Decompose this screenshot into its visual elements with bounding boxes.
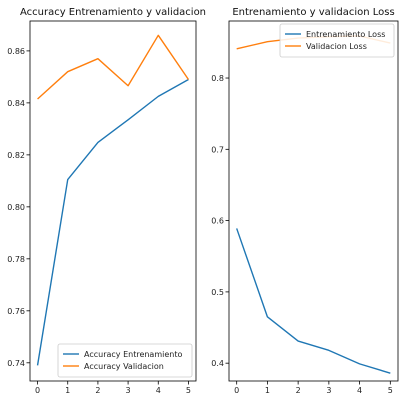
y-tick-label: 0.82 xyxy=(7,151,25,160)
series-line-accuracy-entrenamiento xyxy=(36,78,189,366)
x-tick-label: 1 xyxy=(265,386,270,395)
legend-label-accuracy-entrenamiento: Accuracy Entrenamiento xyxy=(84,350,182,359)
y-tick-label: 0.6 xyxy=(211,217,224,226)
accuracy-chart: Accuracy Entrenamiento y validacion 0 1 2 3 4… xyxy=(7,7,206,395)
y-tick-label: 0.78 xyxy=(7,255,25,264)
legend-label-entrenamiento-loss: Entrenamiento Loss xyxy=(306,30,385,39)
y-tick-label: 0.8 xyxy=(211,74,224,83)
legend-label-validacion-loss: Validacion Loss xyxy=(306,42,367,51)
x-tick-label: 3 xyxy=(326,386,331,395)
legend: Entrenamiento Loss Validacion Loss xyxy=(279,23,395,58)
x-tick-label: 0 xyxy=(35,386,40,395)
legend: Accuracy Entrenamiento Accuracy Validacio… xyxy=(57,343,193,378)
plot-frame xyxy=(29,20,197,382)
plot-frame xyxy=(228,20,399,382)
loss-chart: Entrenamiento y validacion Loss 0 1 2 3 4 5 0.4… xyxy=(211,7,399,395)
chart-title: Accuracy Entrenamiento y validacion xyxy=(20,7,206,18)
x-tick-label: 4 xyxy=(156,386,161,395)
legend-label-accuracy-validacion: Accuracy Validacion xyxy=(84,362,164,371)
legend-box xyxy=(57,343,193,378)
x-tick-label: 0 xyxy=(234,386,239,395)
x-tick-label: 3 xyxy=(126,386,131,395)
legend-box xyxy=(279,23,395,58)
x-tick-label: 2 xyxy=(95,386,100,395)
y-tick-label: 0.76 xyxy=(7,307,25,316)
series-line-accuracy-validacion xyxy=(37,34,190,100)
x-tick-label: 5 xyxy=(186,386,191,395)
series-line-entrenamiento-loss xyxy=(236,228,391,374)
y-tick-label: 0.80 xyxy=(7,203,25,212)
y-tick-label: 0.86 xyxy=(7,47,25,56)
y-tick-label: 0.5 xyxy=(211,288,224,297)
y-tick-label: 0.74 xyxy=(7,359,25,368)
x-tick-label: 2 xyxy=(296,386,301,395)
y-tick-label: 0.84 xyxy=(7,99,25,108)
y-tick-label: 0.7 xyxy=(211,145,224,154)
x-tick-label: 5 xyxy=(388,386,393,395)
x-tick-label: 4 xyxy=(357,386,362,395)
chart-title: Entrenamiento y validacion Loss xyxy=(232,7,394,18)
y-tick-label: 0.4 xyxy=(211,359,224,368)
x-tick-label: 1 xyxy=(65,386,70,395)
